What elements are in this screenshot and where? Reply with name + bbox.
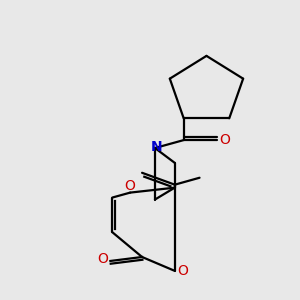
Text: N: N xyxy=(151,140,163,154)
Text: O: O xyxy=(219,133,230,147)
Text: O: O xyxy=(97,252,108,266)
Text: O: O xyxy=(177,264,188,278)
Text: O: O xyxy=(124,179,135,193)
